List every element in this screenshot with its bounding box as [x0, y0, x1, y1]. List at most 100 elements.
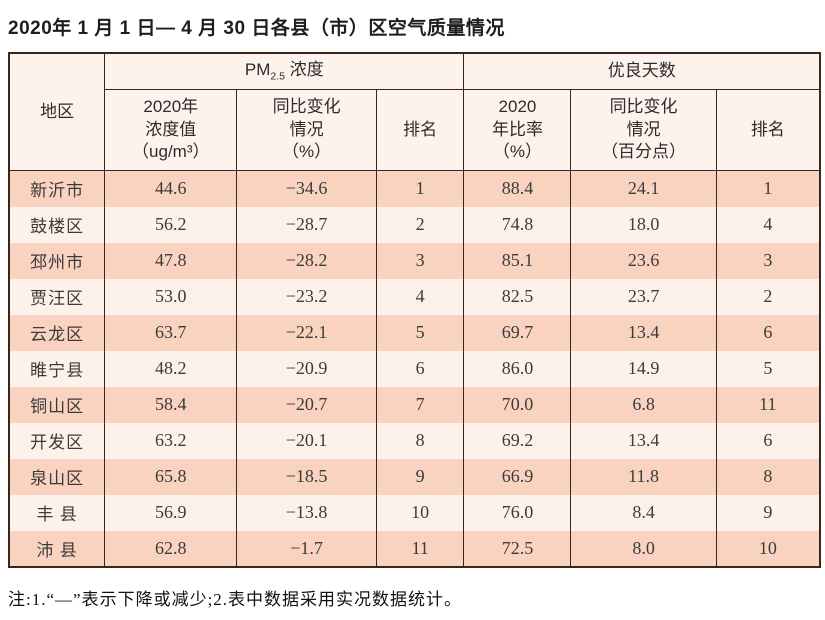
pm-change-cell: −13.8 — [236, 494, 377, 531]
days-change-cell: 23.7 — [570, 278, 717, 315]
table-row: 沛 县 62.8 −1.7 11 72.5 8.0 10 — [8, 530, 821, 567]
pm-rank-cell: 10 — [375, 494, 465, 531]
days-rate-cell: 86.0 — [463, 350, 572, 387]
days-rate-cell: 69.7 — [463, 314, 572, 351]
days-rate-cell: 70.0 — [463, 386, 572, 423]
region-cell: 云龙区 — [8, 314, 106, 351]
days-rank-cell: 5 — [715, 350, 821, 387]
region-cell: 沛 县 — [8, 530, 106, 567]
days-rate-cell: 74.8 — [463, 206, 572, 243]
days-rate-cell: 72.5 — [463, 530, 572, 567]
header-pm-value: 2020年 浓度值 （ug/m³） — [104, 89, 238, 171]
header-days-rate: 2020 年比率 （%） — [463, 89, 572, 171]
days-rank-cell: 6 — [715, 314, 821, 351]
pm-rank-cell: 5 — [375, 314, 465, 351]
region-cell: 鼓楼区 — [8, 206, 106, 243]
days-rank-cell: 4 — [715, 206, 821, 243]
pm-rank-cell: 7 — [375, 386, 465, 423]
pm-rank-cell: 9 — [375, 458, 465, 495]
days-rank-cell: 1 — [715, 170, 821, 207]
pm25-label-suffix: 浓度 — [285, 59, 324, 79]
region-cell: 泉山区 — [8, 458, 106, 495]
pm-value-cell: 63.2 — [104, 422, 238, 459]
header-sub-row: 2020年 浓度值 （ug/m³） 同比变化 情况 （%） 排名 2020 年比… — [9, 89, 821, 171]
days-rate-cell: 82.5 — [463, 278, 572, 315]
header-days-rank: 排名 — [715, 89, 821, 171]
pm-rank-cell: 11 — [375, 530, 465, 567]
table-row: 睢宁县 48.2 −20.9 6 86.0 14.9 5 — [8, 350, 821, 387]
pm-value-cell: 65.8 — [104, 458, 238, 495]
table-row: 鼓楼区 56.2 −28.7 2 74.8 18.0 4 — [8, 206, 821, 243]
pm-change-cell: −23.2 — [236, 278, 377, 315]
pm-change-cell: −20.1 — [236, 422, 377, 459]
days-rate-cell: 88.4 — [463, 170, 572, 207]
days-rank-cell: 3 — [715, 242, 821, 279]
page-title: 2020年 1 月 1 日— 4 月 30 日各县（市）区空气质量情况 — [8, 18, 505, 39]
pm-change-cell: −22.1 — [236, 314, 377, 351]
table-row: 丰 县 56.9 −13.8 10 76.0 8.4 9 — [8, 494, 821, 531]
pm-value-cell: 62.8 — [104, 530, 238, 567]
region-cell: 睢宁县 — [8, 350, 106, 387]
header-group-row: 地区 PM2.5 浓度 优良天数 — [8, 53, 821, 171]
region-cell: 邳州市 — [8, 242, 106, 279]
table-row: 新沂市 44.6 −34.6 1 88.4 24.1 1 — [8, 170, 821, 207]
pm-rank-cell: 2 — [375, 206, 465, 243]
pm-value-cell: 48.2 — [104, 350, 238, 387]
pm-rank-cell: 4 — [375, 278, 465, 315]
table-row: 贾汪区 53.0 −23.2 4 82.5 23.7 2 — [8, 278, 821, 315]
header-pm-rank: 排名 — [375, 89, 465, 171]
days-change-cell: 6.8 — [570, 386, 717, 423]
region-cell: 贾汪区 — [8, 278, 106, 315]
days-change-cell: 8.0 — [570, 530, 717, 567]
region-cell: 丰 县 — [8, 494, 106, 531]
days-rate-cell: 69.2 — [463, 422, 572, 459]
pm25-label-subscript: 2.5 — [270, 70, 286, 83]
days-rank-cell: 6 — [715, 422, 821, 459]
days-change-cell: 14.9 — [570, 350, 717, 387]
days-change-cell: 24.1 — [570, 170, 717, 207]
pm-value-cell: 63.7 — [104, 314, 238, 351]
days-change-cell: 8.4 — [570, 494, 717, 531]
table-row: 泉山区 65.8 −18.5 9 66.9 11.8 8 — [8, 458, 821, 495]
table-row: 铜山区 58.4 −20.7 7 70.0 6.8 11 — [8, 386, 821, 423]
header-days-change: 同比变化 情况 （百分点） — [570, 89, 717, 171]
header-region: 地区 — [8, 53, 106, 171]
days-change-cell: 11.8 — [570, 458, 717, 495]
pm-change-cell: −34.6 — [236, 170, 377, 207]
table-row: 邳州市 47.8 −28.2 3 85.1 23.6 3 — [8, 242, 821, 279]
pm-rank-cell: 1 — [375, 170, 465, 207]
days-rank-cell: 8 — [715, 458, 821, 495]
days-rate-cell: 85.1 — [463, 242, 572, 279]
footnote: 注:1.“—”表示下降或减少;2.表中数据采用实况数据统计。 — [8, 589, 463, 609]
table-body: 新沂市 44.6 −34.6 1 88.4 24.1 1 鼓楼区 56.2 −28.7 2 74.8 1… — [8, 170, 821, 567]
days-rank-cell: 10 — [715, 530, 821, 567]
pm-change-cell: −28.2 — [236, 242, 377, 279]
header-pm-change: 同比变化 情况 （%） — [236, 89, 377, 171]
table-row: 开发区 63.2 −20.1 8 69.2 13.4 6 — [8, 422, 821, 459]
pm-rank-cell: 8 — [375, 422, 465, 459]
pm-value-cell: 47.8 — [104, 242, 238, 279]
days-change-cell: 13.4 — [570, 314, 717, 351]
header-group-pm25: PM2.5 浓度 — [104, 53, 465, 90]
days-change-cell: 18.0 — [570, 206, 717, 243]
pm-rank-cell: 3 — [375, 242, 465, 279]
pm-change-cell: −20.7 — [236, 386, 377, 423]
pm-value-cell: 56.2 — [104, 206, 238, 243]
table-header: 地区 PM2.5 浓度 优良天数 2020年 浓度值 （ug/m³） 同比变化 … — [8, 53, 821, 171]
air-quality-table: 地区 PM2.5 浓度 优良天数 2020年 浓度值 （ug/m³） 同比变化 … — [8, 52, 821, 568]
table-row: 云龙区 63.7 −22.1 5 69.7 13.4 6 — [8, 314, 821, 351]
pm25-label-prefix: PM — [244, 59, 271, 79]
days-change-cell: 23.6 — [570, 242, 717, 279]
pm-change-cell: −1.7 — [236, 530, 377, 567]
days-rank-cell: 9 — [715, 494, 821, 531]
header-group-good-days: 优良天数 — [463, 53, 821, 90]
pm-value-cell: 44.6 — [104, 170, 238, 207]
days-rank-cell: 11 — [715, 386, 821, 423]
days-rate-cell: 66.9 — [463, 458, 572, 495]
pm-change-cell: −28.7 — [236, 206, 377, 243]
pm-value-cell: 56.9 — [104, 494, 238, 531]
days-rank-cell: 2 — [715, 278, 821, 315]
pm-value-cell: 53.0 — [104, 278, 238, 315]
region-cell: 新沂市 — [8, 170, 106, 207]
pm-rank-cell: 6 — [375, 350, 465, 387]
